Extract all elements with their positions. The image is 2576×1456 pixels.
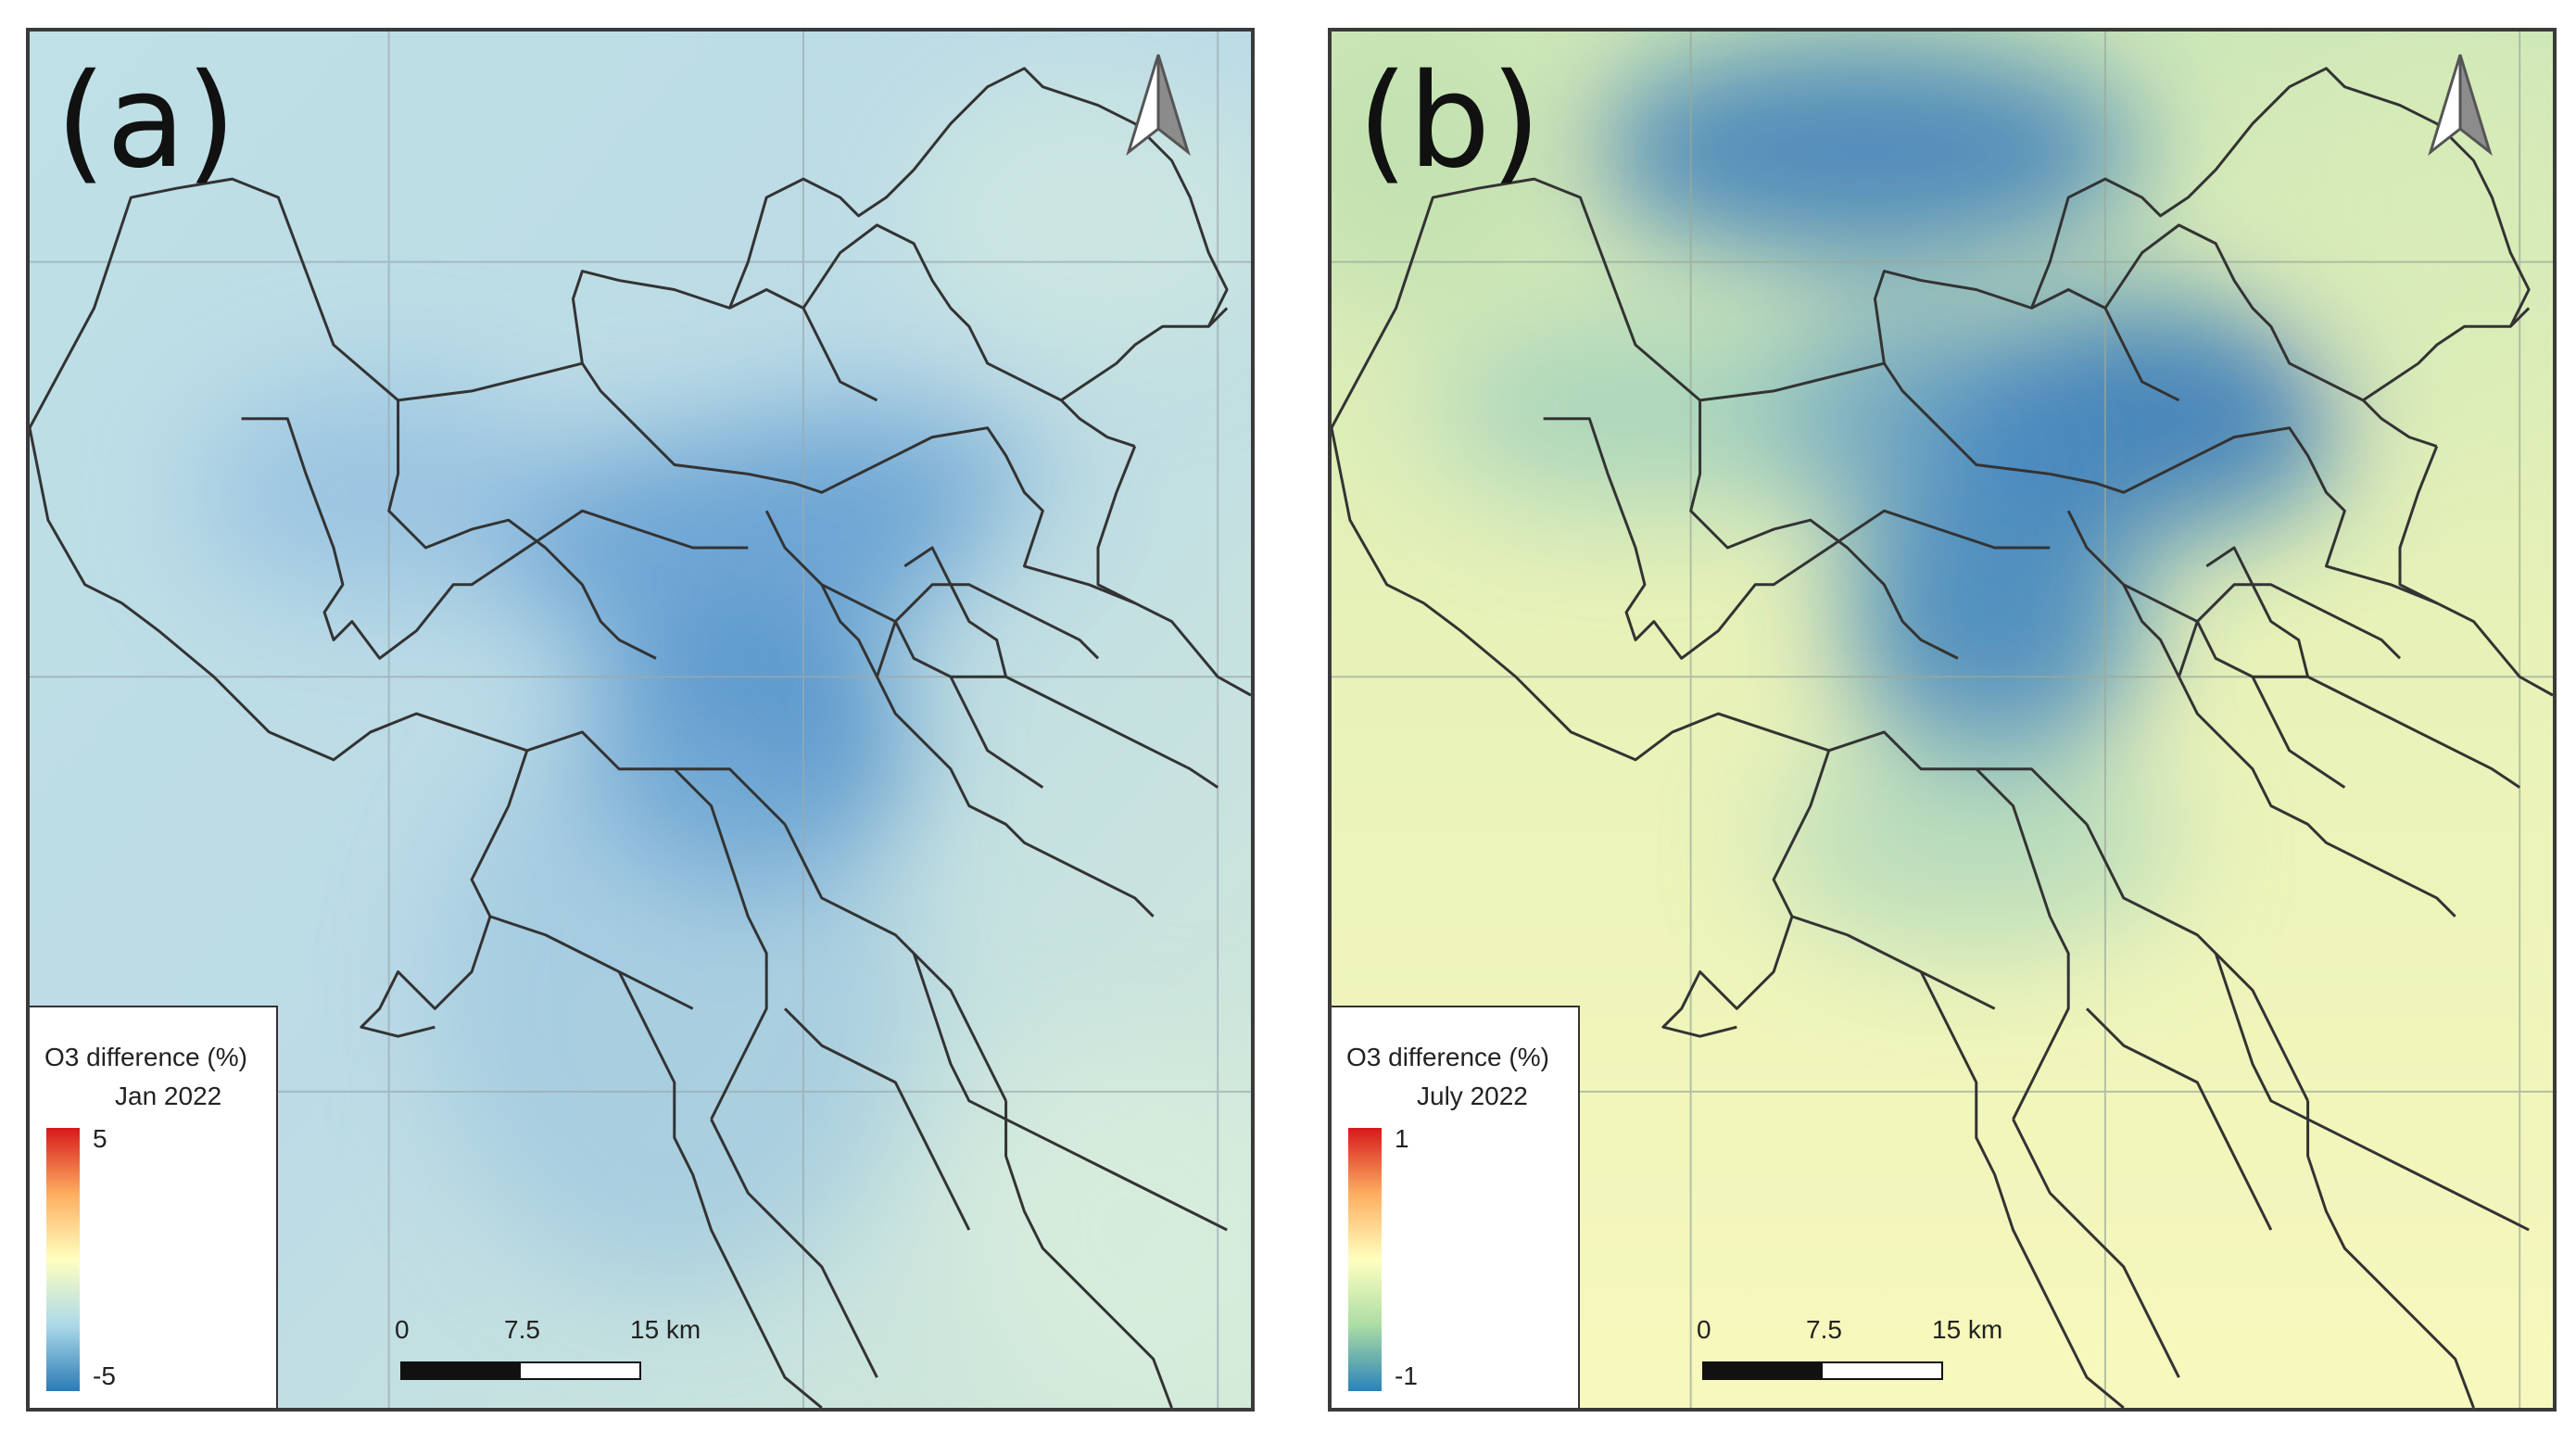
legend-max-value: 1 (1395, 1124, 1409, 1153)
district-boundaries (1332, 67, 2553, 1408)
scale-label-max: 15 km (1932, 1315, 2003, 1344)
legend-title: O3 difference (%) (44, 1043, 247, 1071)
legend-max-value: 5 (93, 1124, 107, 1153)
legend: O3 difference (%) July 2022 1 -1 (1332, 1006, 1580, 1408)
graticule (1332, 32, 2553, 1408)
scale-bar: 0 7.5 15 km (1697, 1306, 2012, 1408)
legend-date: July 2022 (1417, 1082, 1528, 1110)
legend-date: Jan 2022 (115, 1082, 222, 1110)
north-arrow-icon (1126, 54, 1191, 157)
legend: O3 difference (%) Jan 2022 5 -5 (30, 1006, 278, 1408)
panel-label: (b) (1357, 46, 1542, 197)
scale-label-mid: 7.5 (504, 1315, 540, 1344)
map-panel-b: (b) 0 7.5 15 km O3 difference (%) July 2… (1328, 28, 2557, 1412)
scale-bar-graphic (1702, 1361, 1943, 1380)
legend-min-value: -5 (93, 1361, 116, 1390)
scale-label-0: 0 (395, 1315, 410, 1344)
graticule (30, 32, 1251, 1408)
scale-label-max: 15 km (630, 1315, 701, 1344)
scale-label-mid: 7.5 (1806, 1315, 1842, 1344)
ozone-difference-raster (1332, 32, 2553, 954)
map-panel-a: (a) 0 7.5 15 km O3 difference (%) Jan 20… (26, 28, 1255, 1412)
panel-label: (a) (56, 46, 237, 197)
legend-color-ramp (1348, 1128, 1382, 1391)
district-boundaries (30, 67, 1251, 1408)
legend-min-value: -1 (1395, 1361, 1418, 1390)
north-arrow-icon (2428, 54, 2493, 157)
scale-label-0: 0 (1697, 1315, 1711, 1344)
legend-title: O3 difference (%) (1346, 1043, 1549, 1071)
scale-bar: 0 7.5 15 km (395, 1306, 710, 1408)
legend-color-ramp (46, 1128, 80, 1391)
map-canvas-a (30, 32, 1251, 1408)
scale-bar-graphic (400, 1361, 641, 1380)
